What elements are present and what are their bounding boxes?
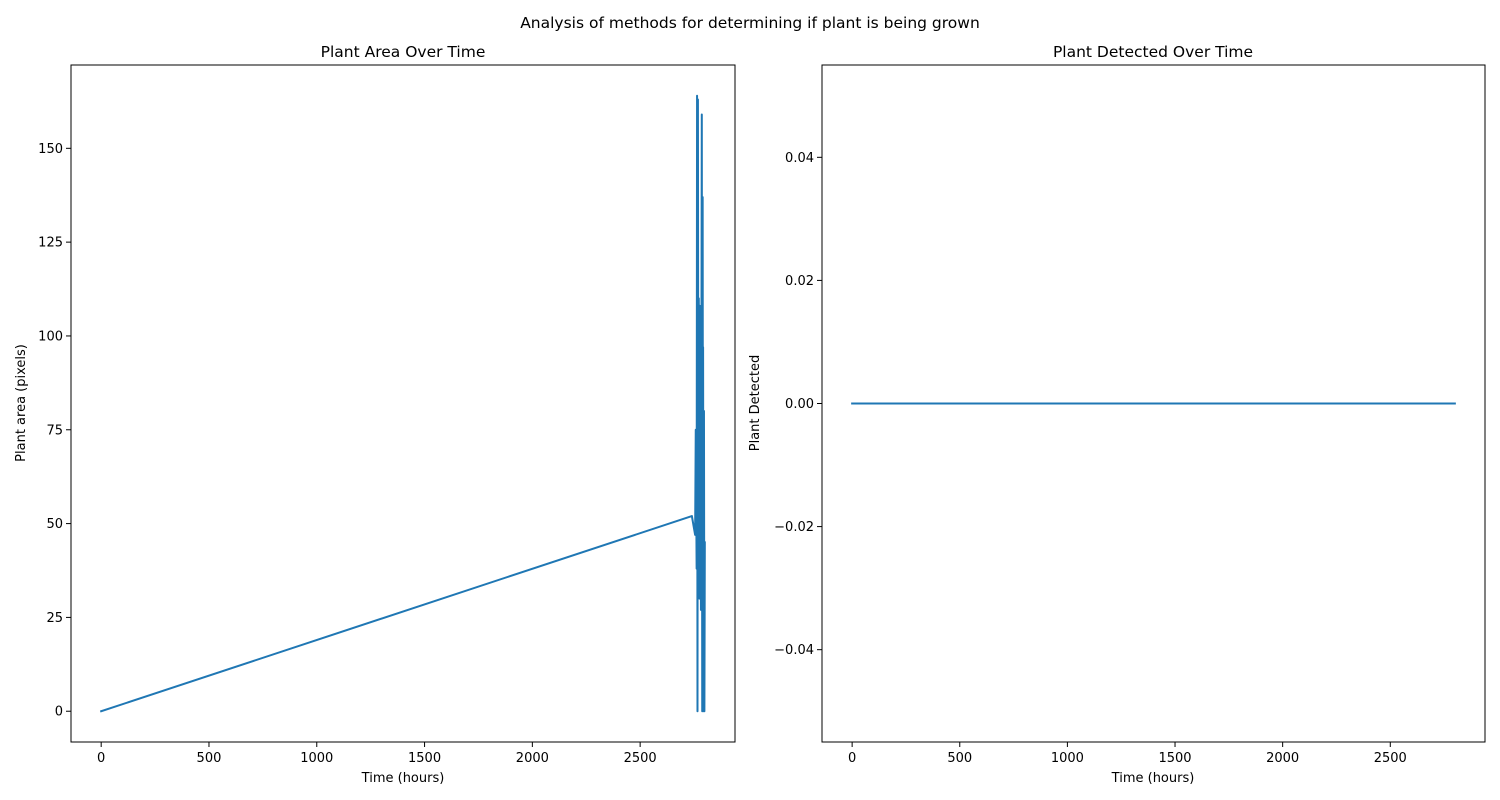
x-tick-label: 1000 — [1051, 751, 1084, 766]
y-tick-label: 0.04 — [785, 151, 814, 166]
x-tick-label: 2500 — [624, 751, 657, 766]
chart-plant-area: Plant Area Over Time 0 500 1000 1500 2000 250… — [14, 43, 736, 786]
x-tick-label: 0 — [97, 751, 105, 766]
x-axis-label: Time (hours) — [1111, 771, 1195, 786]
plot-frame — [70, 64, 736, 743]
x-axis-label: Time (hours) — [361, 771, 445, 786]
x-tick-label: 1500 — [1158, 751, 1191, 766]
figure-suptitle: Analysis of methods for determining if p… — [520, 14, 980, 32]
y-tick-label: −0.02 — [774, 520, 814, 535]
y-tick-label: 25 — [46, 611, 63, 626]
chart-marks: 0 500 1000 1500 2000 2500 −0.04 −0.02 0.00 0.02 0.… — [774, 151, 1456, 766]
x-tick-label: 500 — [947, 751, 972, 766]
y-axis-label: Plant area (pixels) — [14, 344, 29, 462]
y-tick-label: 0 — [55, 705, 63, 720]
x-tick-label: 500 — [197, 751, 222, 766]
y-tick-label: 0.02 — [785, 274, 814, 289]
plot-frame — [821, 64, 1486, 743]
y-tick-label: 75 — [46, 423, 63, 438]
x-tick-label: 2500 — [1374, 751, 1407, 766]
y-axis-label: Plant Detected — [748, 355, 763, 451]
y-tick-label: 125 — [38, 236, 63, 251]
series-line-plant_area — [99, 94, 706, 713]
y-tick-label: −0.04 — [774, 643, 814, 658]
chart-marks: 0 500 1000 1500 2000 2500 0 25 50 75 100 125 150 — [38, 94, 706, 766]
x-tick-label: 0 — [848, 751, 856, 766]
y-tick-label: 100 — [38, 329, 63, 344]
chart-title: Plant Area Over Time — [321, 43, 486, 61]
chart-title: Plant Detected Over Time — [1053, 43, 1253, 61]
x-tick-label: 2000 — [516, 751, 549, 766]
x-tick-label: 1000 — [300, 751, 333, 766]
chart-plant-detected: Plant Detected Over Time 0 500 1000 1500 200… — [748, 43, 1486, 786]
x-tick-label: 2000 — [1266, 751, 1299, 766]
y-tick-label: 150 — [38, 142, 63, 157]
y-tick-label: 50 — [46, 517, 63, 532]
y-tick-label: 0.00 — [785, 397, 814, 412]
x-tick-label: 1500 — [408, 751, 441, 766]
